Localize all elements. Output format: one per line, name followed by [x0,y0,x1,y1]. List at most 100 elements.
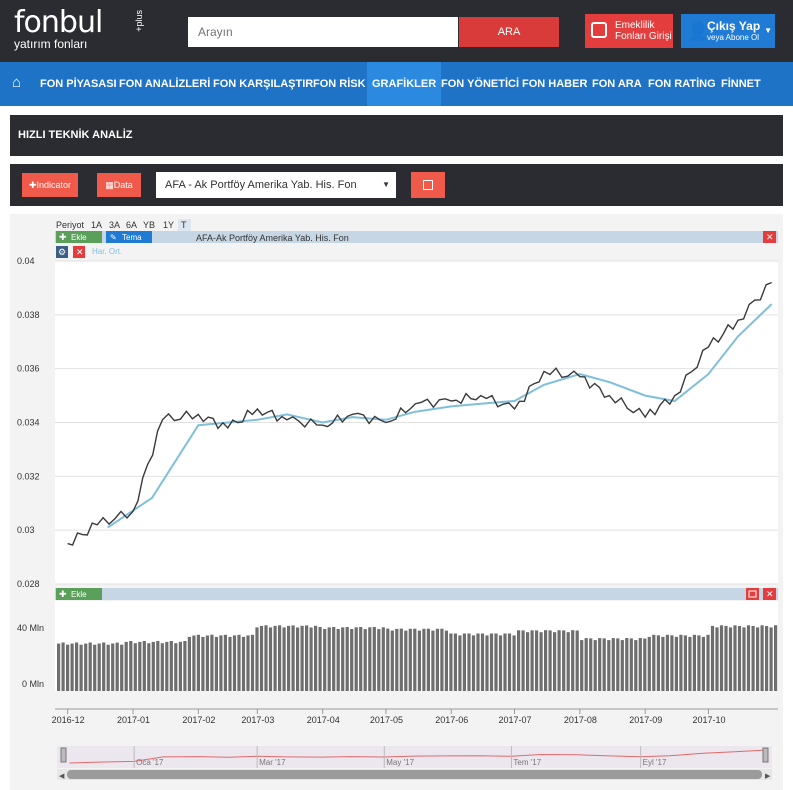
scroll-left-icon[interactable]: ◀ [59,773,65,780]
fund-select[interactable]: AFA - Ak Portföy Amerika Yab. His. Fon ▼ [156,172,396,198]
nav-finnet[interactable]: FİNNET [721,78,761,90]
scroll-right-icon[interactable]: ▶ [765,773,771,780]
volume-bar [728,627,733,691]
volume-bar [79,644,83,691]
search-input[interactable] [188,17,458,47]
close-series-button[interactable] [763,231,776,243]
volume-bar [350,629,354,691]
nav-fon-rating[interactable]: FON RATİNG [648,78,716,90]
volume-bar [341,627,345,691]
volume-bar [165,641,169,691]
period-active-bg [178,219,191,231]
navigator-left-handle[interactable] [60,747,67,763]
home-icon[interactable]: ⌂ [12,74,22,91]
volume-bar [774,625,778,691]
x-tick-label: 2017-05 [370,715,403,725]
volume-add-button[interactable] [56,588,102,600]
navigator[interactable] [57,746,772,768]
navigator-right-handle[interactable] [762,747,769,763]
volume-bar [634,640,638,691]
theme-button[interactable] [106,231,152,243]
logo[interactable]: fonbul yatırım fonları +plus [14,8,144,52]
volume-tick-label: 0 Mln [22,679,44,689]
volume-bar [336,629,340,691]
volume-bar [84,643,88,691]
volume-bar [692,634,696,691]
maximize-volume-button[interactable] [746,588,759,600]
chart-svg: Periyot 1A 3A 6A YB 1Y T ✚ Ekle ✎ Tema A… [10,214,783,790]
period-label: Periyot [56,220,85,230]
price-series-line [67,281,772,546]
volume-bar [323,629,327,691]
volume-bar [102,642,106,691]
nav-fon-risk[interactable]: FON RİSK [313,78,366,90]
chart-toolbar: ✚Indicator ▦Data AFA - Ak Portföy Amerik… [10,164,783,206]
volume-bar [138,641,142,691]
volume-bar [309,627,313,691]
navigator-series-line [69,749,766,764]
indicator-button[interactable]: ✚Indicator [22,173,78,197]
nav-grafikler[interactable]: GRAFİKLER [367,62,442,106]
volume-bar [205,635,209,691]
logout-button[interactable]: 👤 Çıkış Yap veya Abone Ol ▼ [681,14,775,48]
period-3a[interactable]: 3A [109,220,120,230]
volume-bar [142,641,146,691]
pension-icon [591,22,607,38]
volume-bar [494,633,498,691]
x-tick-label: 2017-04 [307,715,340,725]
close-volume-button[interactable] [763,588,776,600]
volume-bar [656,635,660,691]
period-yb[interactable]: YB [143,220,155,230]
nav-fon-yonetici[interactable]: FON YÖNETİCİ [441,78,520,90]
volume-bar [327,627,331,691]
volume-bar [377,629,381,691]
volume-bar [151,641,155,691]
nav-fon-analizleri[interactable]: FON ANALİZLERİ [119,78,211,90]
subscribe-label: veya Abone Ol [707,33,760,42]
search-button[interactable]: ARA [459,17,559,47]
volume-bar [769,627,773,691]
period-6a[interactable]: 6A [126,220,137,230]
volume-bar [178,641,182,691]
plus-icon: ✚ [28,180,37,190]
volume-bar [548,630,552,691]
volume-bar [106,644,110,691]
volume-bar [395,628,399,691]
nav-fon-ara[interactable]: FON ARA [592,78,642,90]
nav-fon-karsilastir[interactable]: FON KARŞILAŞTIR [213,78,314,90]
volume-bar [332,627,336,691]
volume-bar [571,630,575,691]
add-indicator-button[interactable] [56,231,102,243]
scrollbar-thumb[interactable] [67,770,762,779]
nav-fon-haber[interactable]: FON HABER [522,78,588,90]
volume-bar [368,627,372,691]
period-1a[interactable]: 1A [91,220,102,230]
volume-bar [413,628,417,691]
settings-button[interactable] [56,246,68,258]
volume-bar [683,635,687,691]
pension-funds-button[interactable]: Emeklilik Fonları Girişi [585,14,673,48]
x-tick-label: 2017-09 [629,715,662,725]
nav-fon-piyasasi[interactable]: FON PİYASASI [40,78,117,90]
volume-bar [66,644,70,691]
x-tick-label: 2017-08 [564,715,597,725]
period-t[interactable]: T [181,220,187,230]
logo-subtitle: yatırım fonları [14,37,88,51]
period-1y[interactable]: 1Y [163,220,174,230]
volume-bar [517,630,521,691]
data-button[interactable]: ▦Data [97,173,141,197]
volume-bar [268,627,273,691]
volume-bar [521,630,525,691]
close-icon: ✕ [766,589,774,599]
volume-bar [620,640,624,691]
volume-bar [742,627,746,691]
plus-icon: ✚ [59,232,67,242]
volume-bar [467,633,471,691]
x-tick-label: 2017-06 [435,715,468,725]
fullscreen-button[interactable] [411,172,445,198]
main-nav: ⌂ FON PİYASASI FON ANALİZLERİ FON KARŞIL… [0,62,793,106]
volume-bar [246,635,250,691]
volume-bar [287,625,291,691]
price-tick-label: 0.034 [17,418,40,428]
remove-ma-button[interactable] [73,246,85,258]
